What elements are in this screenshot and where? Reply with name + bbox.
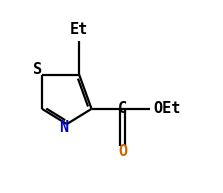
Text: OEt: OEt — [153, 101, 180, 116]
Text: Et: Et — [70, 22, 88, 37]
Text: C: C — [118, 101, 128, 116]
Text: S: S — [33, 62, 42, 77]
Text: O: O — [118, 144, 128, 159]
Text: N: N — [59, 120, 68, 135]
